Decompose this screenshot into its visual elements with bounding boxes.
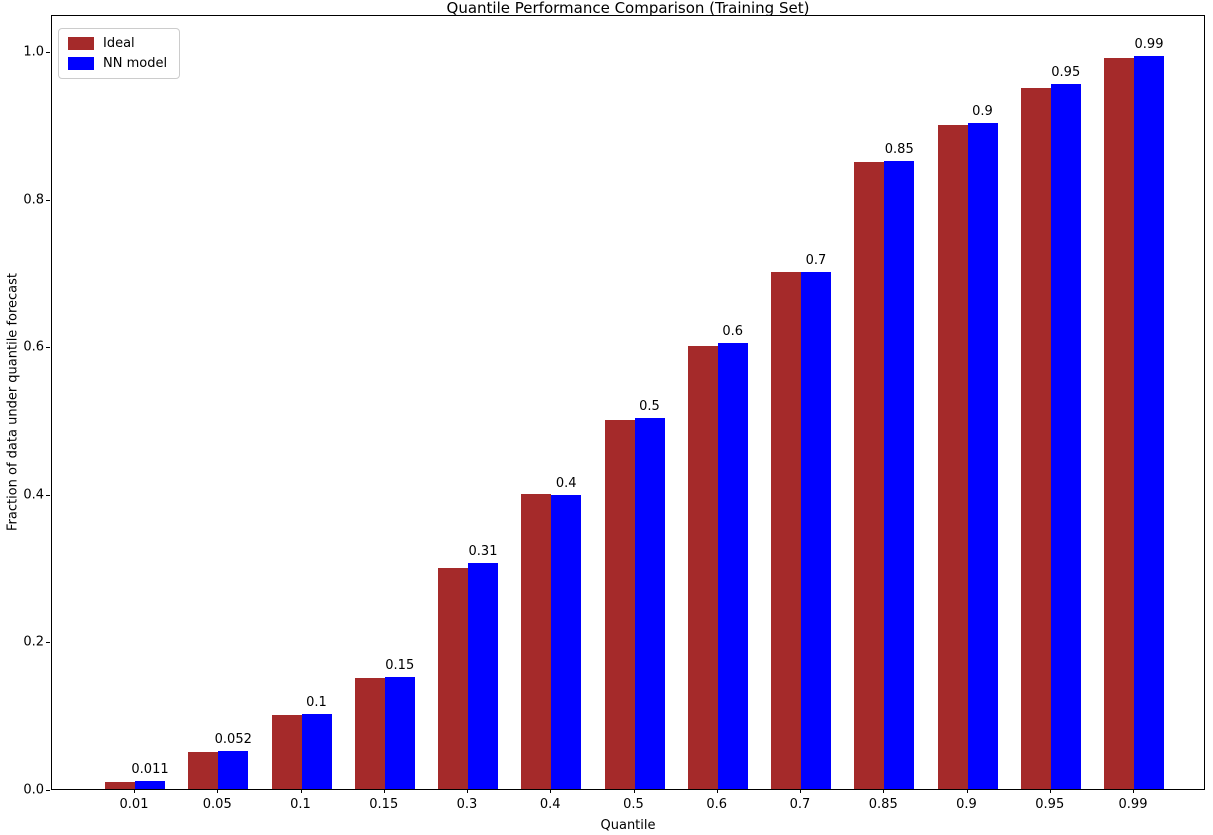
- bar-ideal: [188, 752, 219, 789]
- y-tick-mark: [46, 347, 50, 349]
- bar-ideal: [604, 420, 635, 789]
- x-tick-label: 0.05: [202, 797, 232, 812]
- bar-nn-model: [135, 780, 165, 789]
- x-axis-title: Quantile: [600, 818, 656, 833]
- y-tick-mark: [46, 790, 50, 791]
- x-tick-mark: [300, 789, 302, 793]
- bar-value-label: 0.99: [1134, 37, 1164, 53]
- bar-nn-model: [551, 495, 582, 789]
- x-tick-mark: [1133, 789, 1134, 793]
- x-tick-label: 0.9: [956, 797, 977, 812]
- x-tick-mark: [383, 789, 385, 793]
- y-tick-label: 0.0: [23, 782, 44, 798]
- x-tick-mark: [550, 789, 552, 793]
- x-tick-mark: [467, 789, 468, 793]
- bar-value-label: 0.4: [555, 476, 577, 492]
- x-tick-mark: [800, 789, 801, 793]
- bar-nn-model: [884, 160, 915, 789]
- bar-nn-model: [218, 750, 249, 789]
- x-tick-label: 0.5: [623, 797, 644, 812]
- bar-ideal: [1020, 87, 1051, 789]
- x-tick-label: 0.1: [290, 797, 311, 812]
- x-tick-label: 0.01: [119, 797, 149, 812]
- bar-value-label: 0.6: [722, 323, 744, 339]
- bar-value-label: 0.85: [884, 141, 914, 157]
- y-tick-mark: [46, 199, 50, 201]
- x-tick-mark: [966, 789, 968, 793]
- y-tick-mark: [46, 52, 50, 53]
- y-tick-label: 0.2: [23, 634, 44, 650]
- legend: Ideal NN model: [58, 28, 181, 79]
- bar-nn-model: [1050, 84, 1081, 789]
- legend-label-ideal: Ideal: [103, 36, 135, 51]
- bar-value-label: 0.7: [805, 252, 827, 268]
- legend-item-ideal: Ideal: [68, 37, 167, 50]
- bar-value-label: 0.1: [306, 694, 327, 710]
- y-tick-label: 0.8: [23, 192, 44, 208]
- bar-ideal: [438, 567, 468, 789]
- y-tick-label: 0.6: [23, 339, 44, 355]
- bar-value-label: 0.31: [468, 544, 498, 560]
- bar-value-label: 0.5: [639, 398, 660, 414]
- x-tick-label: 0.15: [369, 797, 399, 812]
- bar-value-label: 0.15: [385, 657, 415, 673]
- bar-nn-model: [967, 122, 998, 789]
- bar-ideal: [771, 272, 801, 789]
- bar-nn-model: [468, 563, 498, 789]
- x-tick-mark: [883, 789, 885, 793]
- legend-swatch-nn-model: [68, 57, 94, 70]
- x-tick-mark: [217, 789, 219, 793]
- bar-ideal: [687, 346, 718, 789]
- x-tick-label: 0.99: [1118, 797, 1148, 812]
- y-tick-label: 0.4: [23, 487, 44, 503]
- bar-value-label: 0.9: [972, 103, 993, 119]
- bar-value-label: 0.011: [131, 761, 169, 777]
- bar-nn-model: [717, 342, 748, 789]
- plot-area: 0.011 0.052 0.1 0.15 0.31 0.4 0.5 0.6 0.7 0.85 0.9…: [51, 15, 1205, 790]
- y-tick-mark: [46, 494, 50, 496]
- x-tick-label: 0.3: [456, 797, 478, 812]
- bar-value-label: 0.052: [214, 731, 252, 747]
- bar-nn-model: [634, 417, 665, 789]
- bar-ideal: [1104, 58, 1134, 789]
- x-tick-label: 0.95: [1035, 797, 1065, 812]
- x-tick-label: 0.85: [868, 797, 898, 812]
- bar-ideal: [105, 781, 135, 789]
- bar-ideal: [521, 493, 552, 789]
- y-axis-title: Fraction of data under quantile forecast: [5, 272, 21, 532]
- legend-item-nn-model: NN model: [68, 57, 167, 70]
- bar-ideal: [354, 678, 385, 789]
- y-tick-mark: [46, 642, 50, 644]
- x-tick-label: 0.4: [539, 797, 561, 812]
- x-tick-mark: [633, 789, 635, 793]
- bar-ideal: [271, 715, 302, 789]
- bar-nn-model: [801, 271, 831, 789]
- bar-value-label: 0.95: [1051, 65, 1081, 81]
- chart-title: Quantile Performance Comparison (Trainin…: [446, 0, 810, 17]
- x-tick-mark: [134, 789, 135, 793]
- bar-nn-model: [384, 676, 415, 789]
- bar-ideal: [937, 124, 968, 789]
- legend-swatch-ideal: [68, 37, 94, 50]
- x-tick-label: 0.7: [789, 797, 811, 812]
- legend-label-nn-model: NN model: [103, 56, 168, 71]
- y-tick-label: 1.0: [23, 44, 44, 60]
- x-tick-mark: [716, 789, 718, 793]
- bar-ideal: [854, 161, 885, 789]
- x-tick-mark: [1049, 789, 1051, 793]
- bar-nn-model: [301, 713, 332, 789]
- bar-nn-model: [1134, 56, 1164, 789]
- x-tick-label: 0.6: [706, 797, 728, 812]
